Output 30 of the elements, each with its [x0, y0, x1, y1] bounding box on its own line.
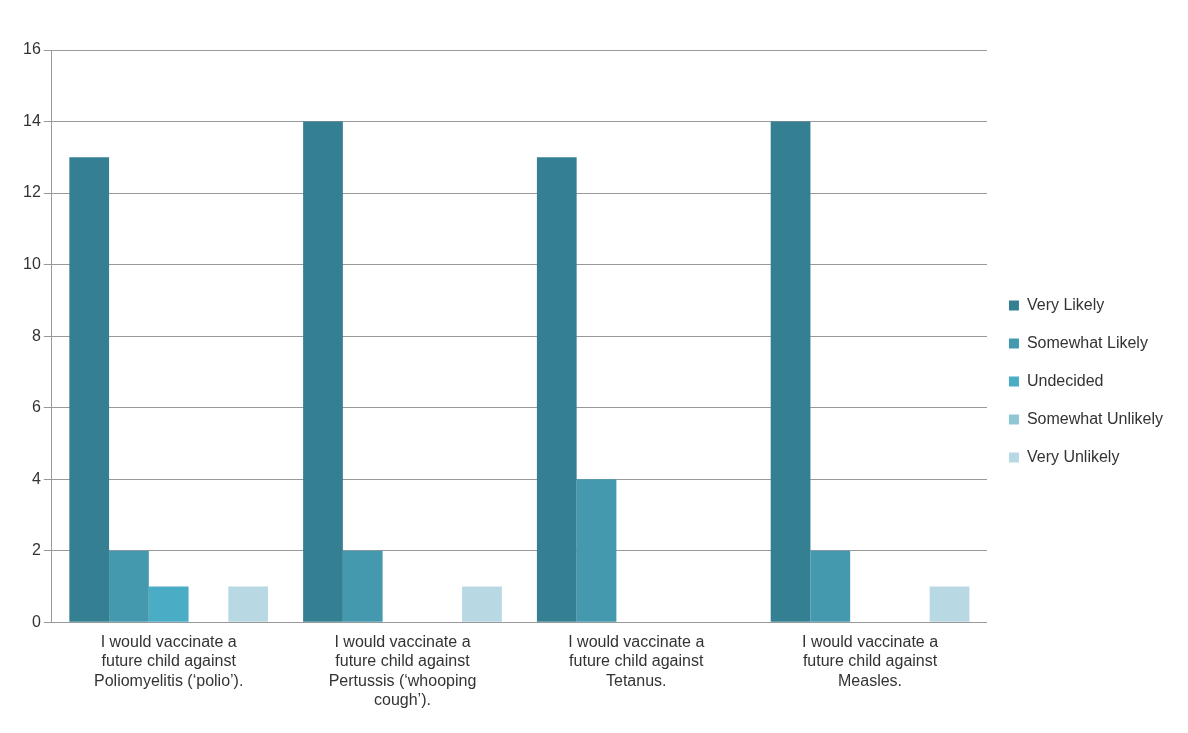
bar — [929, 586, 970, 622]
bar — [462, 586, 502, 622]
legend-label: Undecided — [1026, 371, 1104, 389]
bar — [770, 121, 811, 622]
x-tick-label: I would vaccinate a future child against Poliomyelitis (‘polio’). — [94, 633, 244, 689]
bar — [536, 157, 577, 622]
y-tick-label: 16 — [23, 40, 41, 58]
bar — [148, 586, 189, 622]
legend-label: Somewhat Unlikely — [1026, 409, 1164, 427]
y-tick-label: 10 — [23, 254, 41, 272]
y-tick-label: 2 — [31, 541, 41, 559]
legend-label: Very Unlikely — [1026, 447, 1120, 465]
y-tick-label: 0 — [31, 612, 41, 630]
bar — [303, 121, 343, 622]
y-tick-label: 6 — [31, 398, 41, 416]
bar — [342, 550, 383, 622]
y-tick-label: 4 — [31, 469, 41, 487]
x-tick-label: I would vaccinate a future child against Pertussis (‘whooping cough’). — [328, 633, 477, 708]
legend-label: Somewhat Likely — [1026, 333, 1148, 351]
bar — [576, 479, 617, 622]
y-tick-label: 14 — [23, 111, 41, 129]
y-tick-label: 12 — [23, 183, 41, 201]
bar — [69, 157, 110, 622]
bar — [228, 586, 269, 622]
x-tick-label: I would vaccinate a future child against Measles. — [802, 633, 939, 689]
bar — [810, 550, 851, 622]
y-tick-label: 8 — [31, 326, 41, 344]
bar — [109, 550, 149, 622]
legend-label: Very Likely — [1026, 295, 1105, 313]
x-tick-label: I would vaccinate a future child against Tetanus. — [568, 633, 705, 689]
